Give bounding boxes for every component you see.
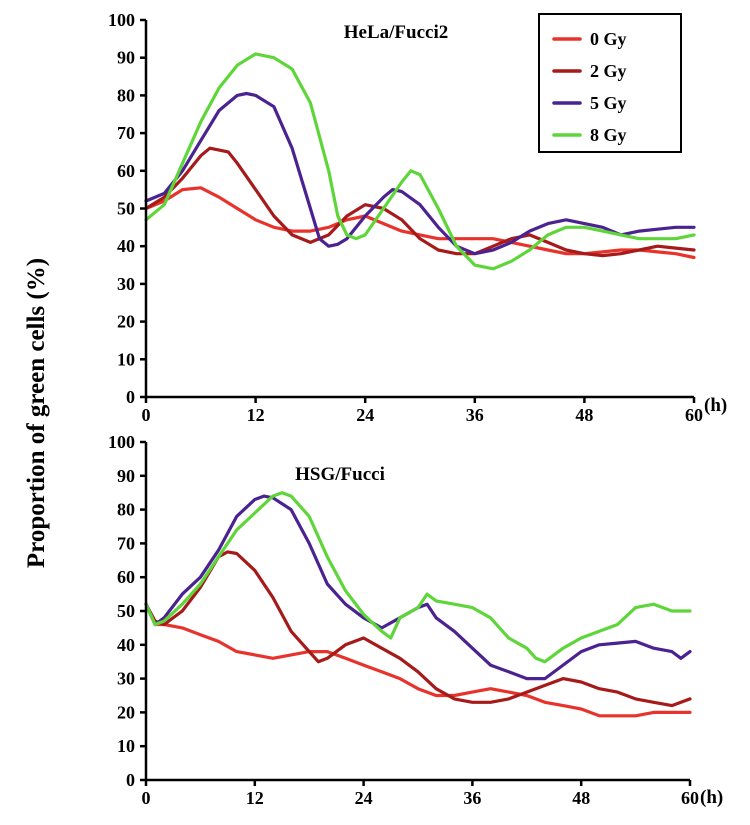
y-tick-label: 40: [117, 236, 135, 256]
x-tick-label: 48: [572, 788, 590, 808]
series-line-2-gy: [144, 550, 692, 708]
chart-panel-1: 0 10 20 30 40 50 60 70 80 90 100 0 12 24 36 48 60 HeLa/Fu…: [108, 10, 727, 425]
y-tick-label: 100: [108, 432, 135, 452]
y-tick-label: 70: [117, 123, 135, 143]
x-tick-label: 48: [575, 405, 593, 425]
series-line-8-gy: [144, 491, 692, 664]
y-tick-label: 50: [117, 199, 135, 219]
legend-label: 0 Gy: [590, 29, 627, 49]
legend-item-0-gy: 0 Gy: [552, 29, 627, 49]
legend-label: 2 Gy: [590, 61, 627, 81]
legend-box: [538, 13, 682, 153]
chart-title: HeLa/Fucci2: [344, 22, 448, 43]
legend-item-5-gy: 5 Gy: [552, 93, 627, 113]
chart-title: HSG/Fucci: [295, 464, 385, 485]
x-tick-label: 36: [463, 788, 481, 808]
series-line-0-gy: [144, 602, 692, 718]
y-tick-label: 60: [117, 567, 135, 587]
y-tick-label: 30: [117, 669, 135, 689]
x-tick-label: 36: [466, 405, 484, 425]
legend: 0 Gy 2 Gy 5 Gy 8 Gy: [538, 13, 682, 153]
x-tick-label: 24: [355, 788, 373, 808]
y-tick-label: 100: [108, 10, 135, 30]
y-tick-label: 90: [117, 466, 135, 486]
x-tick-label: 24: [356, 405, 374, 425]
y-tick-label: 90: [117, 48, 135, 68]
y-tick-label: 30: [117, 274, 135, 294]
y-tick-label: 80: [117, 85, 135, 105]
x-tick-label: 12: [246, 788, 264, 808]
series-line-5-gy: [144, 494, 692, 681]
x-tick-label: 0: [142, 788, 151, 808]
series-line-2-gy: [144, 146, 696, 258]
y-tick-label: 0: [126, 770, 135, 790]
y-tick-label: 70: [117, 533, 135, 553]
x-tick-label: 60: [681, 788, 699, 808]
y-tick-label: 10: [117, 349, 135, 369]
series-line-8-gy: [144, 52, 696, 271]
y-tick-label: 40: [117, 635, 135, 655]
y-tick-label: 10: [117, 736, 135, 756]
x-axis-unit-label: (h): [704, 395, 727, 416]
series-line-5-gy: [144, 91, 696, 256]
legend-label: 8 Gy: [590, 125, 627, 145]
legend-item-2-gy: 2 Gy: [552, 61, 627, 81]
y-tick-label: 60: [117, 161, 135, 181]
y-tick-label: 50: [117, 601, 135, 621]
x-tick-label: 0: [142, 405, 151, 425]
chart-panel-2: 0 10 20 30 40 50 60 70 80 90 100 0 12 24 36 48 60 HSG/Fuc…: [108, 432, 723, 808]
y-tick-label: 20: [117, 702, 135, 722]
y-tick-label: 80: [117, 500, 135, 520]
y-tick-label: 0: [126, 387, 135, 407]
y-tick-label: 20: [117, 312, 135, 332]
legend-items: 0 Gy 2 Gy 5 Gy 8 Gy: [552, 29, 627, 145]
y-axis-label: Proportion of green cells (%): [23, 258, 50, 568]
x-tick-label: 12: [247, 405, 265, 425]
legend-item-8-gy: 8 Gy: [552, 125, 627, 145]
x-axis-unit-label: (h): [700, 787, 723, 808]
series-line-0-gy: [144, 186, 696, 260]
legend-label: 5 Gy: [590, 93, 627, 113]
x-tick-label: 60: [685, 405, 703, 425]
